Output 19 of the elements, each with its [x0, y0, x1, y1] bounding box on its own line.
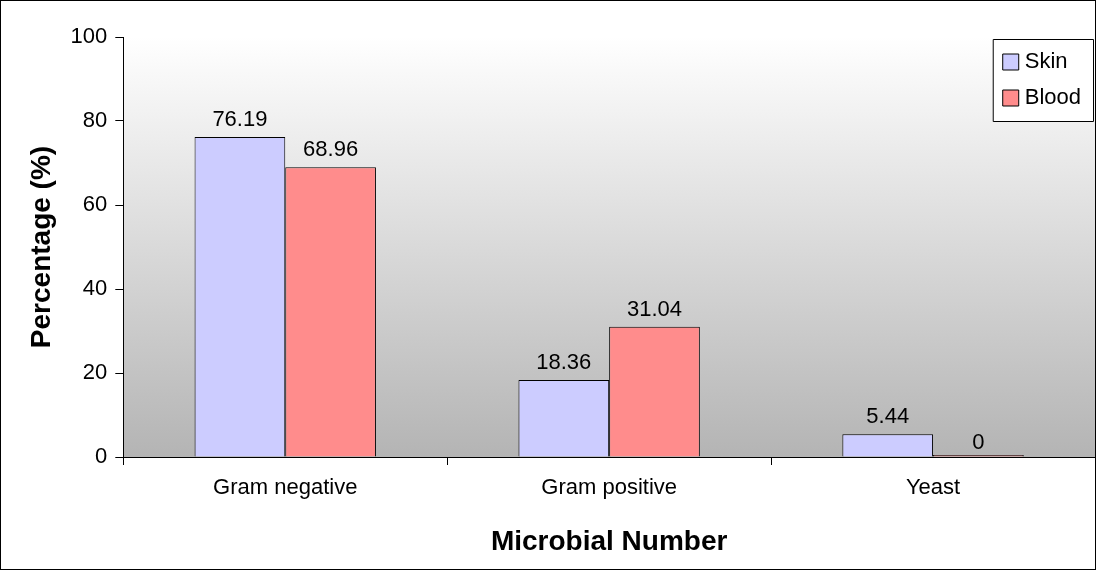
- data-label: 68.96: [303, 136, 359, 162]
- x-tick-label: Yeast: [905, 474, 961, 500]
- legend-label: Blood: [1024, 84, 1082, 110]
- data-label: 31.04: [626, 295, 683, 321]
- data-label: 76.19: [212, 106, 268, 132]
- x-tick-label: Gram positive: [541, 474, 678, 500]
- data-label: 5.44: [866, 403, 910, 429]
- y-axis-title: Percentage (%): [24, 145, 56, 349]
- x-tick-label: Gram negative: [213, 474, 358, 500]
- y-tick-label: 20: [82, 359, 108, 385]
- x-axis-title: Microbial Number: [490, 524, 728, 556]
- y-tick-label: 0: [95, 443, 108, 469]
- y-tick-label: 40: [82, 275, 108, 301]
- y-tick-label: 80: [82, 107, 108, 133]
- data-label: 18.36: [536, 348, 592, 374]
- y-tick-label: 100: [70, 23, 108, 49]
- legend-label: Skin: [1024, 48, 1068, 74]
- data-label: 0: [972, 429, 985, 455]
- y-tick-label: 60: [82, 191, 108, 217]
